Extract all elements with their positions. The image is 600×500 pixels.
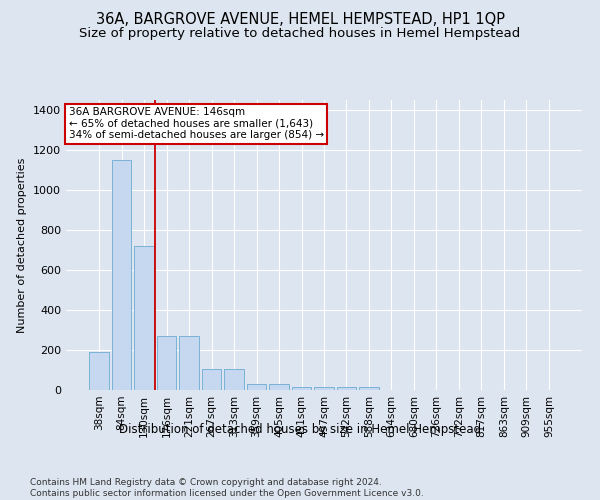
Text: Size of property relative to detached houses in Hemel Hempstead: Size of property relative to detached ho… [79,28,521,40]
Text: Contains HM Land Registry data © Crown copyright and database right 2024.
Contai: Contains HM Land Registry data © Crown c… [30,478,424,498]
Bar [224,369,244,390]
Bar [359,387,379,390]
Bar [292,387,311,390]
Bar [112,160,131,390]
Y-axis label: Number of detached properties: Number of detached properties [17,158,28,332]
Bar [89,352,109,390]
Text: 36A, BARGROVE AVENUE, HEMEL HEMPSTEAD, HP1 1QP: 36A, BARGROVE AVENUE, HEMEL HEMPSTEAD, H… [95,12,505,28]
Bar [157,336,176,390]
Bar [269,384,289,390]
Bar [337,387,356,390]
Bar [179,336,199,390]
Text: 36A BARGROVE AVENUE: 146sqm
← 65% of detached houses are smaller (1,643)
34% of : 36A BARGROVE AVENUE: 146sqm ← 65% of det… [68,108,324,140]
Bar [314,387,334,390]
Bar [247,384,266,390]
Text: Distribution of detached houses by size in Hemel Hempstead: Distribution of detached houses by size … [119,422,481,436]
Bar [134,246,154,390]
Bar [202,369,221,390]
